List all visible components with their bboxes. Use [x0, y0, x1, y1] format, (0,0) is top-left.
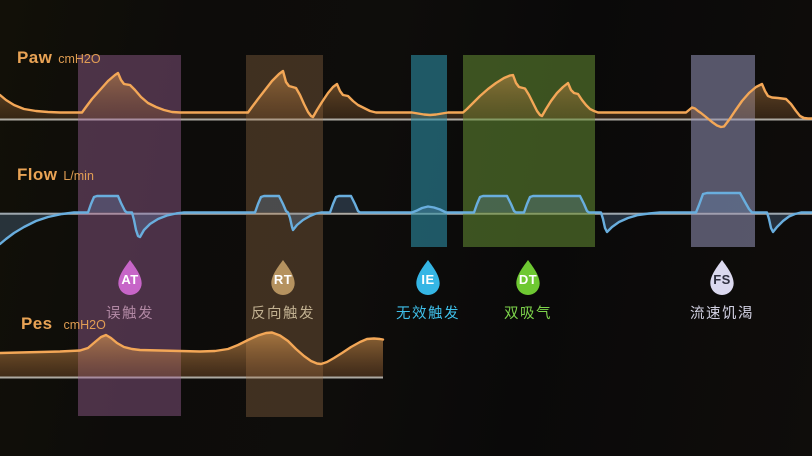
- asynchrony-item-fs: FS 流速饥渴: [662, 259, 782, 323]
- flow-label-text: Flow: [17, 165, 58, 184]
- flow-area-fill: [0, 193, 812, 244]
- flow-axis-label: Flow L/min: [17, 165, 94, 185]
- paw-pressure-curve: [0, 69, 812, 129]
- ie-name-label: 无效触发: [396, 306, 460, 322]
- highlight-band-dt: [463, 55, 595, 247]
- paw-area-fill: [0, 71, 812, 119]
- ie-droplet-icon: IE: [413, 259, 443, 296]
- dt-name-label: 双吸气: [504, 306, 552, 322]
- highlight-band-fs: [691, 55, 755, 247]
- asynchrony-item-dt: DT 双吸气: [468, 259, 588, 323]
- rt-code-label: RT: [273, 272, 293, 287]
- pes-trace: [0, 331, 385, 377]
- flow-trace: [0, 191, 812, 246]
- pes-pressure-curve: [0, 331, 385, 366]
- rt-droplet-icon: RT: [268, 259, 298, 296]
- paw-label-text: Paw: [17, 48, 53, 67]
- asynchrony-item-rt: RT 反向触发: [223, 259, 343, 323]
- pes-label-text: Pes: [21, 314, 53, 333]
- rt-name-label: 反向触发: [251, 306, 315, 322]
- flow-unit-text: L/min: [63, 169, 94, 183]
- fs-code-label: FS: [713, 272, 731, 287]
- flow-curve: [0, 191, 812, 246]
- at-name-label: 误触发: [106, 306, 154, 322]
- pes-area-fill: [0, 332, 383, 377]
- highlight-band-ie: [411, 55, 447, 247]
- asynchrony-item-at: AT 误触发: [70, 259, 190, 323]
- pes-unit-text: cmH2O: [63, 318, 106, 332]
- fs-droplet-icon: FS: [707, 259, 737, 296]
- fs-name-label: 流速饥渴: [690, 306, 754, 322]
- at-droplet-icon: AT: [115, 259, 145, 296]
- at-code-label: AT: [121, 272, 139, 287]
- dt-code-label: DT: [518, 272, 538, 287]
- paw-trace: [0, 69, 812, 129]
- baseline-rules: [0, 118, 812, 379]
- asynchrony-item-ie: IE 无效触发: [368, 259, 488, 323]
- ie-code-label: IE: [421, 272, 435, 287]
- pes-axis-label: Pes cmH2O: [21, 314, 106, 334]
- paw-unit-text: cmH2O: [58, 52, 101, 66]
- dt-droplet-icon: DT: [513, 259, 543, 296]
- paw-axis-label: Paw cmH2O: [17, 48, 101, 68]
